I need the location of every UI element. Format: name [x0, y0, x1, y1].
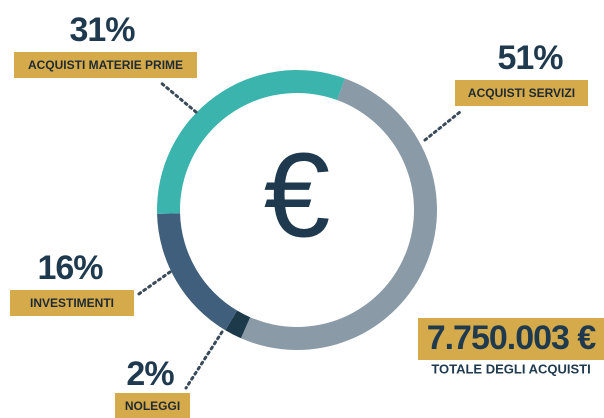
label-box	[115, 393, 190, 418]
slice-percent: 2%	[126, 355, 174, 393]
donut-slice	[157, 213, 238, 331]
slice-label: NOLEGGI	[125, 399, 180, 413]
leader-line	[184, 330, 224, 390]
slice-label: ACQUISTI SERVIZI	[468, 86, 575, 100]
euro-symbol: €	[264, 129, 331, 263]
slice-label: ACQUISTI MATERIE PRIME	[28, 58, 183, 72]
donut-slice	[157, 70, 345, 214]
label-box	[14, 52, 197, 78]
donut-slice	[240, 78, 438, 351]
slice-label: INVESTIMENTI	[30, 296, 114, 310]
label-box	[455, 80, 588, 106]
label-box	[10, 290, 134, 316]
slice-percent: 16%	[37, 249, 103, 287]
slice-percent: 31%	[69, 11, 135, 49]
total-value: 7.750.003 €	[427, 319, 597, 357]
total-box	[418, 318, 604, 360]
slice-percent: 51%	[497, 39, 563, 77]
leader-line	[423, 110, 462, 142]
leader-line	[158, 80, 198, 114]
donut-slice	[225, 310, 251, 339]
total-caption: TOTALE DEGLI ACQUISTI	[431, 361, 590, 376]
leader-line	[134, 270, 172, 298]
